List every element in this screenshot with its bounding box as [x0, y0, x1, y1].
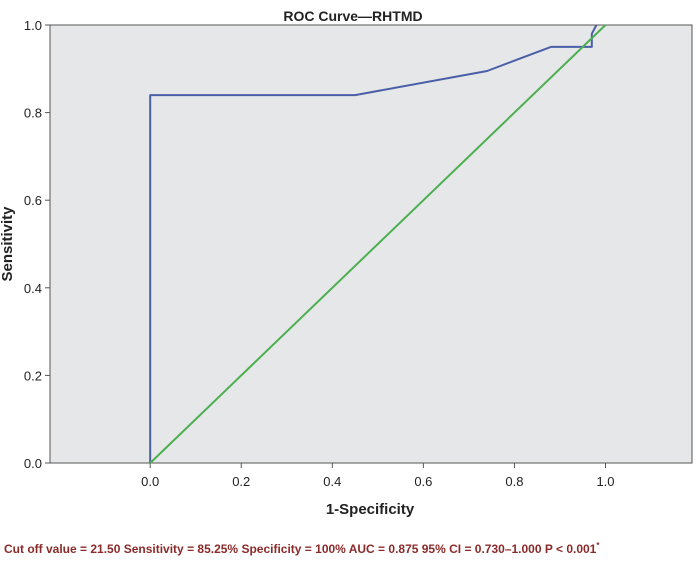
x-tick-label: 0.4	[323, 474, 341, 489]
chart-title: ROC Curve—RHTMD	[283, 8, 422, 24]
x-axis-label: 1-Specificity	[326, 501, 415, 518]
plot-area	[49, 24, 693, 464]
y-tick-label: 0.2	[24, 368, 42, 383]
statistics-footnote: Cut off value = 21.50 Sensitivity = 85.2…	[4, 541, 599, 556]
y-tick-label: 0.8	[24, 106, 42, 121]
reference-line	[149, 24, 607, 464]
x-tick-label: 0.6	[414, 474, 432, 489]
y-tick-label: 0.6	[24, 193, 42, 208]
y-tick-label: 1.0	[24, 18, 42, 33]
x-tick-label: 0.2	[232, 474, 250, 489]
y-tick-label: 0.4	[24, 281, 42, 296]
x-tick-label: 0.8	[505, 474, 523, 489]
roc-chart: 0.0 0.2 0.4 0.6 0.8 1.0 0.0 0.2 0.4 0.6 0.8 1.0 ROC…	[0, 8, 693, 518]
roc-curve-line	[149, 24, 598, 463]
x-tick-label: 0.0	[141, 474, 159, 489]
y-axis-label: Sensitivity	[0, 206, 16, 282]
footnote-marker: *	[596, 541, 600, 550]
axis-ticks: 0.0 0.2 0.4 0.6 0.8 1.0 0.0 0.2 0.4 0.6 0.8 1.0	[24, 18, 615, 489]
series-layer	[149, 24, 607, 464]
footnote-text: Cut off value = 21.50 Sensitivity = 85.2…	[4, 542, 597, 556]
y-tick-label: 0.0	[24, 456, 42, 471]
x-tick-label: 1.0	[596, 474, 614, 489]
